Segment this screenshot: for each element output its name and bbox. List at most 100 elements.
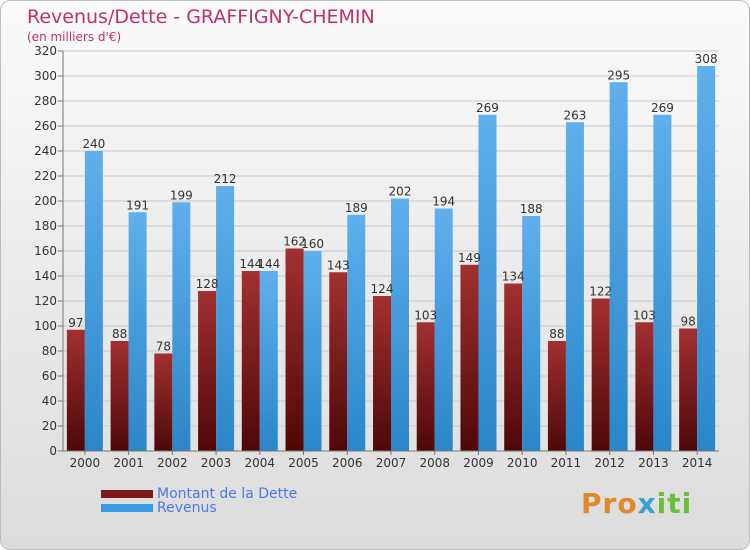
y-tick-label: 280 bbox=[34, 94, 57, 108]
x-tick-label: 2010 bbox=[507, 456, 538, 470]
legend-swatch-revenue bbox=[101, 504, 153, 512]
data-label-revenue: 188 bbox=[520, 202, 543, 216]
bar-revenue bbox=[697, 66, 716, 451]
bar-debt bbox=[285, 248, 304, 451]
data-label-revenue: 269 bbox=[651, 101, 674, 115]
legend-swatch-debt bbox=[101, 490, 153, 498]
bar-debt bbox=[198, 291, 217, 451]
data-label-revenue: 144 bbox=[257, 257, 280, 271]
data-label-revenue: 160 bbox=[301, 237, 324, 251]
x-tick-label: 2008 bbox=[419, 456, 450, 470]
logo-text-1: Pro bbox=[581, 487, 638, 520]
data-label-debt: 98 bbox=[680, 315, 695, 329]
data-label-debt: 78 bbox=[156, 340, 171, 354]
bar-revenue bbox=[84, 151, 103, 451]
bar-revenue bbox=[216, 186, 235, 451]
data-label-revenue: 263 bbox=[563, 108, 586, 122]
data-label-revenue: 295 bbox=[607, 68, 630, 82]
data-label-revenue: 194 bbox=[432, 195, 455, 209]
bar-debt bbox=[373, 296, 391, 451]
data-label-debt: 143 bbox=[327, 258, 350, 272]
bar-revenue bbox=[172, 202, 191, 451]
y-tick-label: 0 bbox=[49, 444, 57, 458]
bar-revenue bbox=[478, 114, 497, 451]
bar-debt bbox=[110, 341, 129, 451]
bar-debt bbox=[679, 328, 698, 451]
data-label-debt: 88 bbox=[549, 327, 564, 341]
chart-subtitle: (en milliers d'€) bbox=[27, 30, 122, 44]
data-label-revenue: 199 bbox=[170, 188, 193, 202]
bar-debt bbox=[504, 283, 523, 451]
bar-revenue bbox=[303, 251, 322, 451]
y-tick-label: 20 bbox=[42, 419, 57, 433]
y-tick-label: 40 bbox=[42, 394, 57, 408]
data-label-revenue: 212 bbox=[214, 172, 237, 186]
data-label-revenue: 240 bbox=[82, 137, 105, 151]
chart-title: Revenus/Dette - GRAFFIGNY-CHEMIN bbox=[27, 6, 375, 28]
bar-revenue bbox=[653, 114, 672, 451]
legend-label-debt: Montant de la Dette bbox=[157, 486, 298, 502]
y-tick-label: 60 bbox=[42, 369, 57, 383]
logo-text-3: iti bbox=[656, 487, 693, 520]
data-label-revenue: 191 bbox=[126, 198, 149, 212]
bar-revenue bbox=[565, 122, 584, 451]
y-tick-label: 260 bbox=[34, 119, 57, 133]
x-tick-label: 2000 bbox=[70, 456, 101, 470]
x-tick-label: 2006 bbox=[332, 456, 363, 470]
bar-revenue bbox=[391, 198, 409, 451]
proxiti-logo: Proxiti bbox=[581, 487, 692, 520]
bar-revenue bbox=[128, 212, 147, 451]
data-label-debt: 97 bbox=[68, 316, 83, 330]
data-label-revenue: 269 bbox=[476, 101, 499, 115]
legend-label-revenue: Revenus bbox=[157, 500, 217, 516]
bar-debt bbox=[547, 341, 566, 451]
data-label-debt: 124 bbox=[371, 282, 394, 296]
bar-debt bbox=[329, 272, 348, 451]
y-tick-label: 80 bbox=[42, 344, 57, 358]
y-tick-label: 100 bbox=[34, 319, 57, 333]
data-label-debt: 122 bbox=[589, 285, 612, 299]
y-tick-label: 120 bbox=[34, 294, 57, 308]
y-tick-label: 180 bbox=[34, 219, 57, 233]
y-tick-label: 220 bbox=[34, 169, 57, 183]
bar-revenue bbox=[609, 82, 628, 451]
data-label-debt: 144 bbox=[239, 257, 262, 271]
logo-text-2: x bbox=[637, 487, 657, 520]
y-tick-label: 320 bbox=[34, 44, 57, 58]
data-label-revenue: 202 bbox=[389, 185, 412, 199]
x-tick-label: 2003 bbox=[201, 456, 232, 470]
bar-revenue bbox=[259, 271, 278, 451]
bar-debt bbox=[591, 298, 610, 451]
x-tick-label: 2013 bbox=[638, 456, 669, 470]
data-label-revenue: 308 bbox=[695, 52, 718, 66]
x-tick-label: 2007 bbox=[376, 456, 407, 470]
bar-debt bbox=[416, 322, 435, 451]
x-tick-label: 2001 bbox=[113, 456, 144, 470]
x-tick-label: 2014 bbox=[682, 456, 713, 470]
y-tick-label: 140 bbox=[34, 269, 57, 283]
x-tick-label: 2009 bbox=[463, 456, 494, 470]
y-tick-label: 200 bbox=[34, 194, 57, 208]
x-tick-label: 2005 bbox=[288, 456, 319, 470]
bar-revenue bbox=[347, 214, 366, 451]
bar-debt bbox=[241, 271, 260, 451]
bar-debt bbox=[460, 264, 479, 451]
bar-debt bbox=[635, 322, 654, 451]
data-label-debt: 103 bbox=[633, 308, 656, 322]
y-tick-label: 300 bbox=[34, 69, 57, 83]
data-label-revenue: 189 bbox=[345, 201, 368, 215]
data-label-debt: 103 bbox=[414, 308, 437, 322]
data-label-debt: 134 bbox=[502, 270, 525, 284]
x-tick-label: 2012 bbox=[594, 456, 625, 470]
bar-debt bbox=[66, 329, 85, 451]
bar-debt bbox=[154, 353, 173, 451]
bar-revenue bbox=[434, 208, 453, 451]
data-label-debt: 162 bbox=[283, 235, 306, 249]
y-tick-label: 160 bbox=[34, 244, 57, 258]
y-tick-label: 240 bbox=[34, 144, 57, 158]
bar-revenue bbox=[522, 216, 541, 451]
x-tick-label: 2011 bbox=[551, 456, 582, 470]
x-tick-label: 2004 bbox=[245, 456, 276, 470]
data-label-debt: 149 bbox=[458, 251, 481, 265]
